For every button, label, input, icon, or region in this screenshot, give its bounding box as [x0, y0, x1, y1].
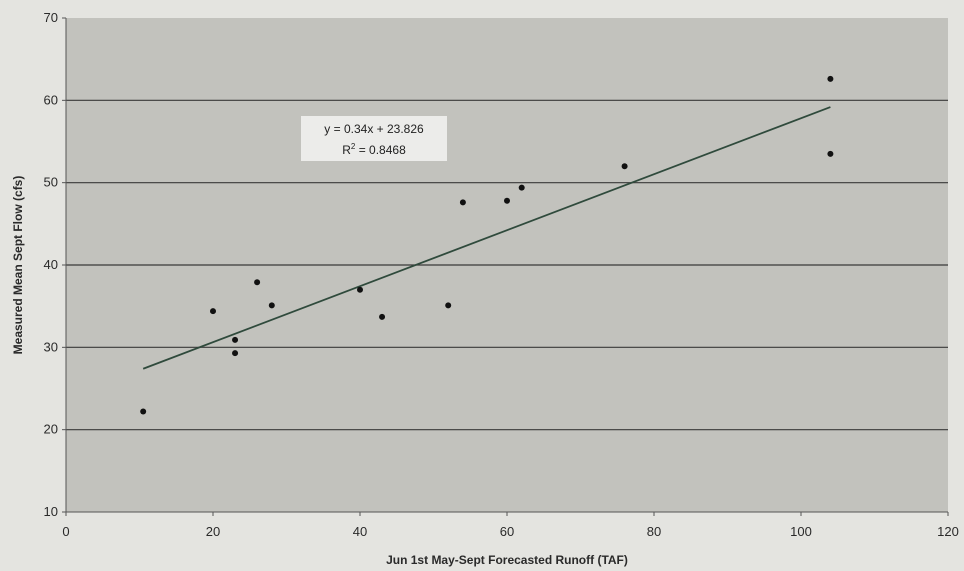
- data-point: [445, 302, 452, 309]
- x-tick-label: 100: [790, 524, 812, 539]
- data-point: [621, 163, 628, 170]
- x-tick-label: 20: [206, 524, 220, 539]
- trendline-equation: y = 0.34x + 23.826: [324, 122, 424, 136]
- y-axis-title: Measured Mean Sept Flow (cfs): [11, 176, 25, 355]
- data-point: [504, 197, 510, 204]
- y-tick-label: 50: [44, 175, 58, 190]
- x-tick-label: 60: [500, 524, 514, 539]
- y-tick-labels: 10 20 30 40 50 60 70: [44, 10, 66, 519]
- y-tick-label: 60: [44, 92, 58, 107]
- trendline-group: [142, 106, 831, 370]
- data-point: [459, 199, 466, 206]
- data-point: [232, 336, 239, 343]
- y-tick-label: 70: [44, 10, 58, 25]
- x-axis-title: Jun 1st May-Sept Forecasted Runoff (TAF): [386, 553, 628, 567]
- y-tick-label: 10: [44, 504, 58, 519]
- data-point: [518, 184, 525, 191]
- trendline: [142, 106, 831, 370]
- y-tick-label: 40: [44, 257, 58, 272]
- x-tick-label: 80: [647, 524, 661, 539]
- data-point: [268, 302, 275, 309]
- data-point: [827, 150, 834, 157]
- y-tick-label: 30: [44, 339, 58, 354]
- trendline-label: y = 0.34x + 23.826 R2 = 0.8468: [301, 116, 447, 161]
- data-point: [232, 350, 239, 357]
- x-tick-label: 120: [937, 524, 959, 539]
- data-point: [827, 75, 834, 82]
- data-point: [210, 308, 216, 315]
- trendline-r-squared: R2 = 0.8468: [342, 142, 406, 157]
- gridlines: [66, 99, 948, 431]
- data-points: [140, 75, 834, 415]
- data-point: [140, 408, 147, 415]
- y-tick-label: 20: [44, 422, 58, 437]
- trendline-label-box: [301, 116, 447, 161]
- x-tick-label: 40: [353, 524, 367, 539]
- x-tick-labels: 0 20 40 60 80 100 120: [62, 512, 959, 539]
- data-point: [379, 313, 386, 320]
- data-point: [254, 279, 261, 286]
- data-point: [357, 286, 363, 293]
- x-tick-label: 0: [62, 524, 69, 539]
